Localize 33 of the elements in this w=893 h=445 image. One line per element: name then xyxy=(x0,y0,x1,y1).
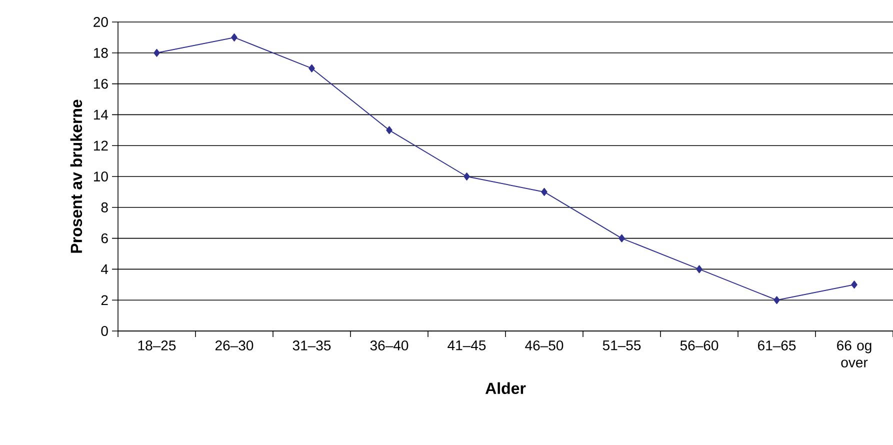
x-tick-label: 31–35 xyxy=(292,340,331,350)
point xyxy=(386,126,392,134)
x-tick-label: 26–30 xyxy=(215,340,254,350)
x-tick-label: 41–45 xyxy=(448,340,486,350)
y-tick-label: 14 xyxy=(94,110,108,120)
y-tick-label: 0 xyxy=(101,326,108,336)
point xyxy=(231,33,238,42)
y-tick-label: 4 xyxy=(101,264,108,274)
point xyxy=(541,188,548,196)
x-axis-title: Alder xyxy=(485,382,526,394)
x-tick-label: 18–25 xyxy=(138,340,176,350)
x-tick-label: 51–55 xyxy=(602,340,641,350)
x-tick-label: 61–65 xyxy=(758,340,796,350)
x-tick-label: 36–40 xyxy=(370,340,408,350)
point xyxy=(154,48,160,57)
point xyxy=(308,64,315,72)
point xyxy=(851,280,858,289)
x-tick-label: 56–60 xyxy=(680,340,718,350)
point xyxy=(696,265,702,274)
y-axis-title: Prosent av brukerne xyxy=(70,100,82,253)
y-tick-label: 6 xyxy=(101,233,108,244)
y-tick-label: 2 xyxy=(101,295,108,305)
y-tick-label: 12 xyxy=(94,140,108,150)
y-tick-label: 8 xyxy=(101,202,108,212)
y-tick-label: 10 xyxy=(94,172,108,182)
y-tick-label: 18 xyxy=(94,48,108,58)
x-tick-label: 46–50 xyxy=(525,340,564,350)
x-tick-label: 66 og over xyxy=(837,340,872,368)
point xyxy=(618,234,625,242)
point xyxy=(774,296,780,304)
y-tick-label: 20 xyxy=(94,17,108,27)
point xyxy=(464,172,470,180)
y-tick-label: 16 xyxy=(94,78,108,89)
